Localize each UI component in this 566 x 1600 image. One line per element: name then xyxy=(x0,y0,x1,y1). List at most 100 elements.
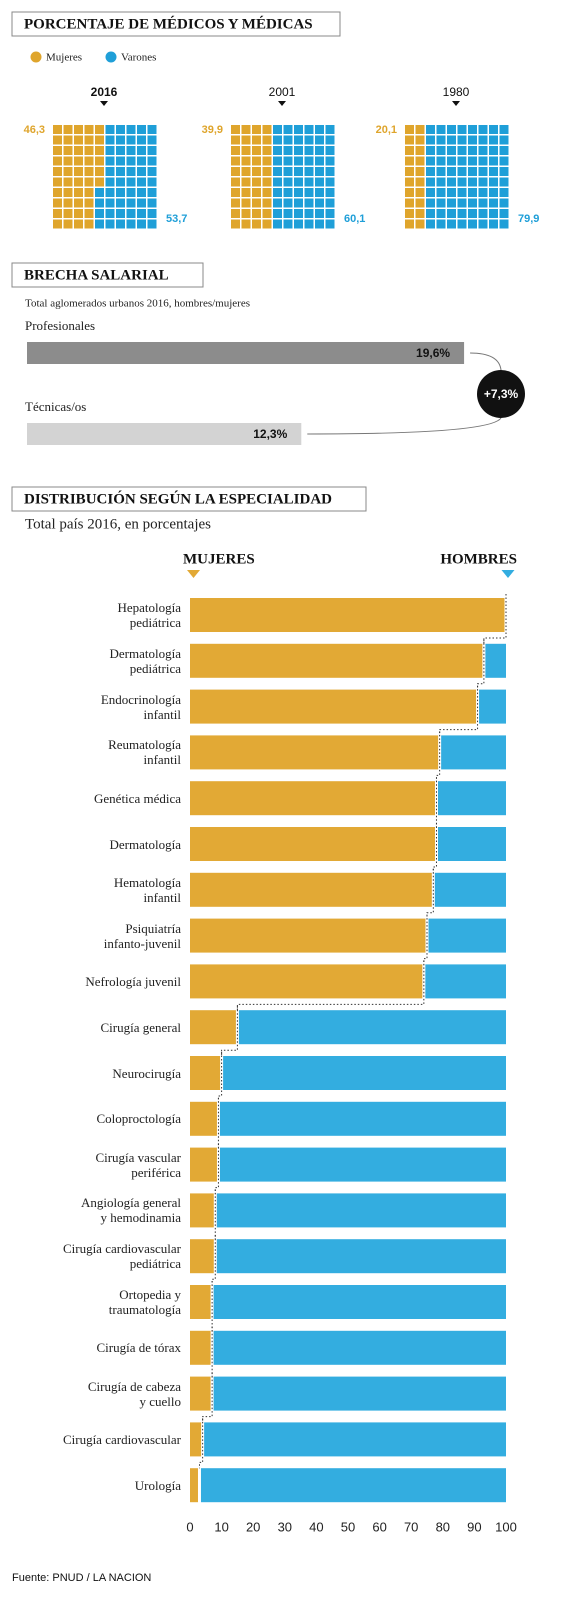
section-title: DISTRIBUCIÓN SEGÚN LA ESPECIALIDAD xyxy=(24,490,332,507)
waffle-square xyxy=(294,198,303,208)
waffle-square xyxy=(447,188,456,197)
title-box xyxy=(11,486,367,512)
waffle-square xyxy=(84,135,94,145)
waffle-square xyxy=(325,156,335,166)
series-label: MUJERES xyxy=(183,551,255,567)
waffle-square xyxy=(231,167,240,176)
waffle-square xyxy=(147,146,157,155)
waffle-square xyxy=(241,198,251,208)
connector xyxy=(307,417,502,435)
title-box xyxy=(11,262,204,288)
waffle-square xyxy=(426,188,435,197)
waffle-square xyxy=(499,219,509,229)
waffle-square xyxy=(74,125,83,134)
waffle-square xyxy=(468,177,477,187)
waffle-square xyxy=(499,135,509,145)
bar-segment xyxy=(223,1056,506,1090)
waffle-square xyxy=(478,135,488,145)
waffle-square xyxy=(283,209,293,218)
waffle-square xyxy=(252,125,261,134)
waffle-square xyxy=(231,135,240,145)
waffle-square xyxy=(241,135,251,145)
waffle-square xyxy=(53,177,62,187)
waffle-square xyxy=(63,198,73,208)
waffle-square xyxy=(457,188,467,197)
waffle-square xyxy=(468,188,477,197)
category-label: Dermatología xyxy=(109,836,181,852)
waffle-square xyxy=(315,167,324,176)
waffle-square xyxy=(137,198,146,208)
waffle-square xyxy=(478,198,488,208)
waffle-square xyxy=(478,177,488,187)
waffle-square xyxy=(63,209,73,218)
waffle-square xyxy=(147,209,157,218)
waffle-square xyxy=(283,177,293,187)
bar-segment xyxy=(216,1193,506,1228)
waffle-square xyxy=(147,188,157,197)
waffle-square xyxy=(105,125,115,134)
waffle-square xyxy=(147,125,157,134)
bar-segment xyxy=(485,643,506,678)
waffle-square xyxy=(273,209,282,218)
waffle-square xyxy=(325,146,335,155)
bar-segment xyxy=(219,1147,506,1182)
value-label: 12,3% xyxy=(253,427,287,441)
series-label: HOMBRES xyxy=(440,551,517,567)
waffle-square xyxy=(304,219,314,229)
waffle-square xyxy=(315,209,324,218)
bar-segment xyxy=(190,1239,214,1274)
waffle-square xyxy=(457,135,467,145)
waffle-square xyxy=(447,125,456,134)
waffle-square xyxy=(315,156,324,166)
x-tick-label: 70 xyxy=(404,1520,418,1535)
category-label: Hepatología pediátrica xyxy=(117,600,181,630)
waffle-square xyxy=(325,125,335,134)
waffle-square xyxy=(74,188,83,197)
panel-marker xyxy=(452,101,460,106)
waffle-square xyxy=(436,135,446,145)
waffle-square xyxy=(262,188,272,197)
waffle-square xyxy=(95,188,104,197)
x-tick-label: 80 xyxy=(436,1520,450,1535)
waffle-square xyxy=(53,125,62,134)
bar-segment xyxy=(190,1010,236,1045)
waffle-square xyxy=(126,167,136,176)
x-tick-label: 40 xyxy=(309,1520,323,1535)
x-tick-label: 60 xyxy=(372,1520,386,1535)
waffle-square xyxy=(147,177,157,187)
waffle-square xyxy=(74,209,83,218)
legend-swatch xyxy=(30,51,42,63)
waffle-square xyxy=(53,198,62,208)
waffle-square xyxy=(294,125,303,134)
category-label: Profesionales xyxy=(25,318,95,333)
waffle-square xyxy=(283,146,293,155)
waffle-square xyxy=(53,219,62,229)
waffle-square xyxy=(294,209,303,218)
bar-segment xyxy=(190,1147,217,1182)
waffle-square xyxy=(252,219,261,229)
category-label: Ortopedia y traumatología xyxy=(108,1287,181,1317)
waffle-square xyxy=(457,146,467,155)
waffle-square xyxy=(74,146,83,155)
waffle-square xyxy=(426,146,435,155)
boundary-connector xyxy=(221,1006,238,1056)
waffle-square xyxy=(294,167,303,176)
waffle-square xyxy=(126,156,136,166)
category-label: Hematología infantil xyxy=(113,874,181,905)
waffle-square xyxy=(447,219,456,229)
waffle-square xyxy=(147,135,157,145)
waffle-square xyxy=(74,219,83,229)
waffle-square xyxy=(499,177,509,187)
waffle-square xyxy=(325,209,335,218)
waffle-square xyxy=(137,167,146,176)
waffle-square xyxy=(294,146,303,155)
waffle-square xyxy=(294,188,303,197)
waffle-square xyxy=(304,146,314,155)
waffle-square xyxy=(116,219,125,229)
waffle-square xyxy=(426,125,435,134)
x-tick-label: 0 xyxy=(186,1520,193,1535)
waffle-square xyxy=(315,198,324,208)
boundary-connector xyxy=(236,960,425,1011)
waffle-square xyxy=(426,219,435,229)
